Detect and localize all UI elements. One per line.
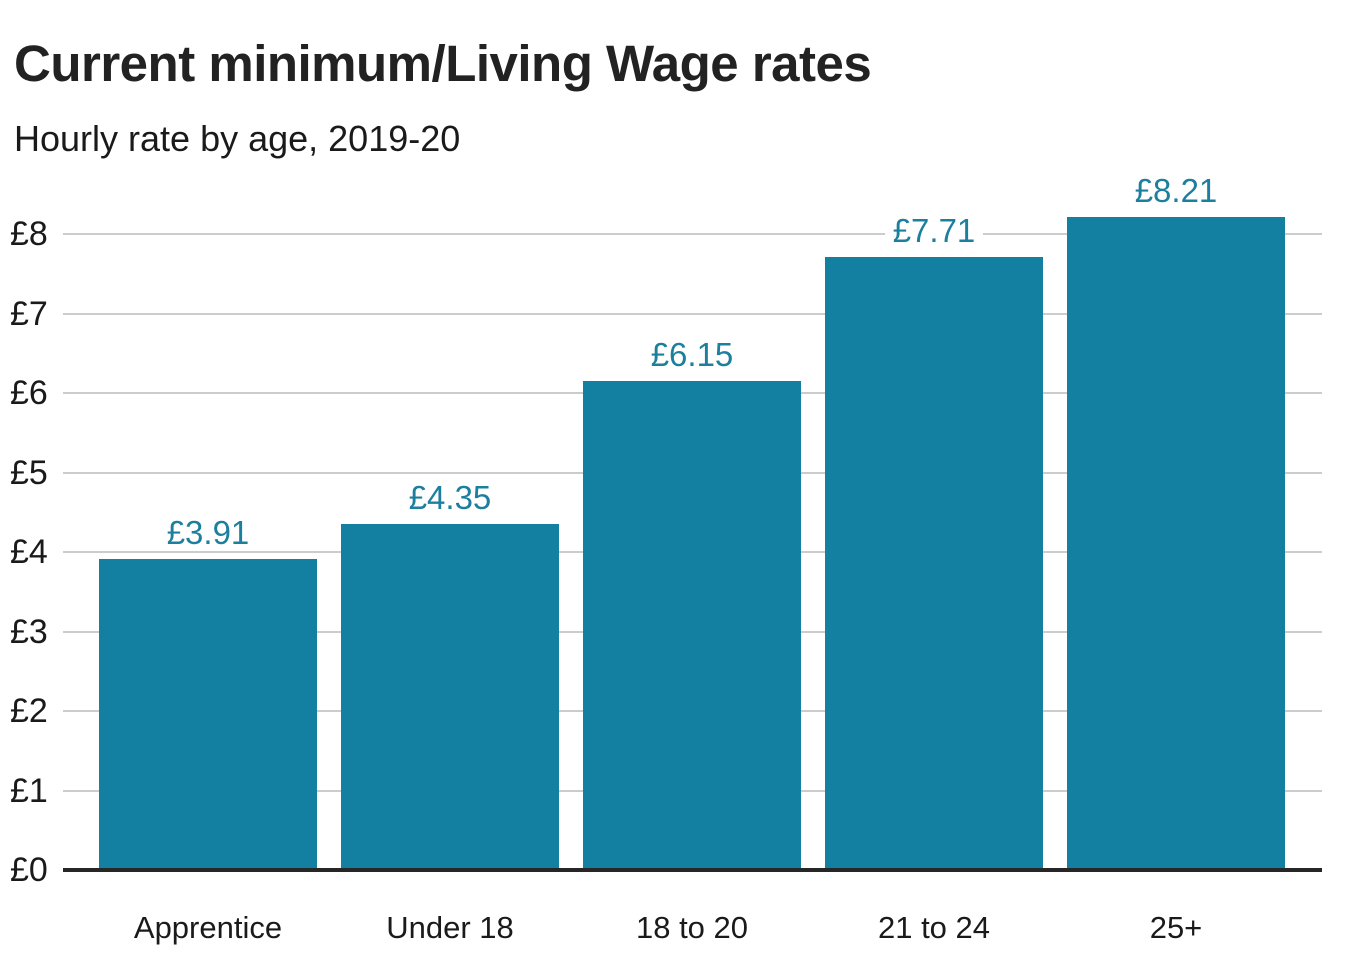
x-axis-baseline (63, 868, 1322, 872)
bar-value-label: £3.91 (99, 513, 317, 553)
bar-18-to-20 (583, 381, 801, 870)
y-axis-label-4: £4 (10, 533, 48, 571)
bar-value-label: £8.21 (1067, 171, 1285, 211)
y-axis-label-0: £0 (10, 851, 48, 889)
y-axis-label-7: £7 (10, 294, 48, 333)
bar-25- (1067, 217, 1285, 870)
x-axis-label: Under 18 (386, 910, 514, 945)
x-axis-label: Apprentice (133, 910, 283, 945)
x-axis-label: 21 to 24 (877, 910, 991, 945)
bar-value-label: £6.15 (583, 335, 801, 375)
gridline-8 (63, 233, 1322, 235)
y-axis-label-2: £2 (10, 692, 48, 730)
y-axis-label-3: £3 (10, 612, 48, 651)
x-axis-label: 18 to 20 (635, 910, 749, 945)
x-axis-label: 25+ (1149, 910, 1203, 945)
bar-value-label: £7.71 (825, 211, 1043, 251)
y-axis-label-5: £5 (10, 453, 48, 492)
chart-subtitle: Hourly rate by age, 2019-20 (14, 118, 461, 159)
bar-value-label: £4.35 (341, 478, 559, 518)
bar-apprentice (99, 559, 317, 870)
bar-21-to-24 (825, 257, 1043, 870)
bar-under-18 (341, 524, 559, 870)
y-axis-label-6: £6 (10, 374, 48, 412)
gridline-7 (63, 312, 1322, 315)
y-axis-label-1: £1 (10, 771, 48, 810)
chart-title: Current minimum/Living Wage rates (14, 35, 872, 92)
y-axis-label-8: £8 (10, 215, 48, 253)
